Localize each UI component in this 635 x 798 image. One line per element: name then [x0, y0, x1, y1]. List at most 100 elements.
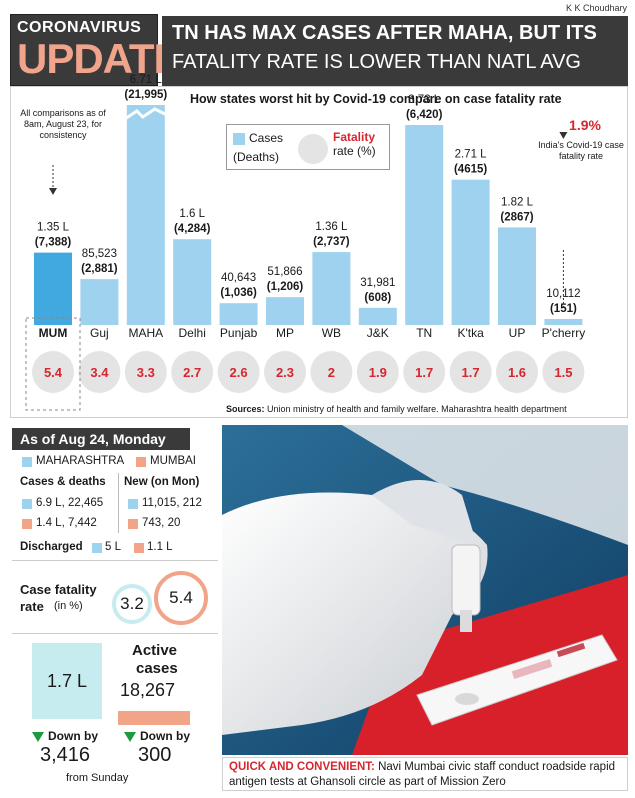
cfr-mum: 5.4	[169, 588, 193, 607]
bar-punjab	[219, 303, 258, 325]
rate-circle	[264, 351, 306, 393]
cases-label: 3.73 L	[408, 94, 441, 106]
section-badge: CORONAVIRUS UPDATE	[10, 14, 182, 86]
maha-total-swatch	[22, 499, 32, 509]
rate-circle	[124, 351, 167, 393]
deaths-label: (2,737)	[313, 236, 350, 248]
cases-label: 85,523	[82, 248, 117, 260]
antigen-test-photo	[222, 425, 628, 755]
down-mum: 300	[138, 744, 172, 766]
deaths-label: (7,388)	[35, 237, 72, 249]
bar-chart: 1.35 L (7,388) MUM 5.4 85,523 (2,881) Guj 3.4 6.…	[25, 74, 585, 411]
discharged-maha-swatch	[92, 543, 102, 553]
note-pointer-arrow-icon	[49, 188, 57, 195]
category-label: Guj	[90, 326, 109, 340]
national-rate: 1.9%	[569, 117, 601, 133]
chart-note: All comparisons as of 8am, August 23, fo…	[20, 108, 106, 140]
active-mum: 18,267	[120, 680, 176, 700]
bar-up	[498, 227, 536, 325]
mum-highlight-frame	[25, 317, 81, 411]
category-label: J&K	[367, 326, 389, 340]
cfr-maha-circle: 3.2	[112, 584, 152, 624]
cases-label: 1.35 L	[37, 222, 70, 234]
category-label: MP	[276, 326, 294, 340]
national-rate-label: India's Covid-19 case fatality rate	[538, 140, 624, 161]
discharged-maha: 5 L	[105, 541, 121, 553]
column-divider	[118, 473, 119, 533]
maha-swatch	[22, 457, 32, 467]
rate-circle	[542, 351, 585, 393]
rate-value: 3.4	[90, 365, 109, 380]
down-arrow-icon	[32, 732, 44, 742]
photo-caption: QUICK AND CONVENIENT: Navi Mumbai civic …	[222, 757, 628, 791]
cases-label: 2.71 L	[455, 149, 488, 161]
headline-line2: FATALITY RATE IS LOWER THAN NATL AVG	[172, 51, 581, 73]
maha-new-swatch	[128, 499, 138, 509]
rate-value: 2.7	[183, 365, 201, 380]
bar-mum	[34, 252, 72, 325]
cases-label: 31,981	[360, 277, 395, 289]
national-pointer-arrow-icon	[559, 132, 568, 139]
category-label: Punjab	[220, 326, 258, 340]
down-maha: 3,416	[40, 744, 91, 766]
headline-line1: TN HAS MAX CASES AFTER MAHA, BUT ITS	[172, 22, 597, 44]
rate-circle	[32, 351, 74, 393]
mum-total: 1.4 L, 7,442	[36, 517, 97, 529]
discharged-mum-swatch	[134, 543, 144, 553]
rate-value: 1.7	[462, 365, 480, 380]
mum-swatch	[136, 457, 146, 467]
bar-ktka	[451, 179, 490, 325]
deaths-label: (151)	[550, 303, 577, 315]
divider	[12, 560, 218, 561]
chart-frame	[10, 86, 628, 418]
cases-label: 1.6 L	[179, 208, 205, 220]
deaths-label: (4,284)	[174, 223, 211, 235]
rate-circle	[217, 351, 260, 393]
rate-value: 1.9	[369, 365, 387, 380]
chart-pointers	[49, 132, 568, 310]
legend-rate-circle	[298, 134, 328, 164]
active-label-2: cases	[136, 660, 178, 677]
deaths-label: (1,206)	[267, 281, 304, 293]
cases-label: 10,112	[546, 288, 580, 300]
cases-label: 40,643	[221, 272, 256, 284]
down-by-label: Down by	[140, 729, 190, 743]
cases-deaths-label: Cases & deaths	[20, 476, 106, 488]
divider	[12, 633, 218, 634]
rate-value: 5.4	[44, 365, 63, 380]
deaths-label: (21,995)	[124, 89, 167, 101]
deaths-label: (6,420)	[406, 109, 443, 121]
byline: K K Choudhary	[565, 3, 627, 13]
category-label: UP	[509, 326, 526, 340]
mum-new: 743, 20	[142, 517, 181, 529]
legend-cases-label: Cases	[249, 131, 284, 145]
mum-total-swatch	[22, 519, 32, 529]
rate-value: 1.7	[415, 365, 433, 380]
news-photo	[222, 425, 628, 755]
legend-deaths-label: (Deaths)	[233, 150, 280, 164]
rate-circle	[171, 351, 214, 393]
discharged-mum: 1.1 L	[147, 541, 173, 553]
discharged-label: Discharged	[20, 541, 83, 553]
cfr-mum-circle: 5.4	[154, 571, 208, 625]
category-label: Delhi	[179, 326, 206, 340]
badge-line2: UPDATE	[17, 35, 182, 82]
rate-circle	[310, 351, 353, 393]
cases-label: 1.36 L	[315, 221, 348, 233]
rate-circle	[356, 351, 399, 393]
category-label: MAHA	[128, 326, 163, 340]
rate-value: 2.3	[276, 365, 294, 380]
rate-value: 2	[328, 365, 335, 380]
maha-new: 11,015, 212	[142, 497, 202, 509]
legend-rate-label: rate (%)	[333, 144, 376, 158]
bar-jk	[358, 307, 397, 325]
legend-mum: MUMBAI	[150, 455, 196, 467]
as-of-date: As of Aug 24, Monday	[12, 428, 190, 450]
cfr-unit-detail: (in %)	[54, 600, 83, 612]
category-label: K'tka	[457, 326, 484, 340]
deaths-label: (608)	[364, 292, 391, 304]
bar-maha	[126, 105, 165, 325]
mum-new-swatch	[128, 519, 138, 529]
active-label: Active	[132, 642, 178, 659]
category-label: MUM	[39, 326, 68, 340]
